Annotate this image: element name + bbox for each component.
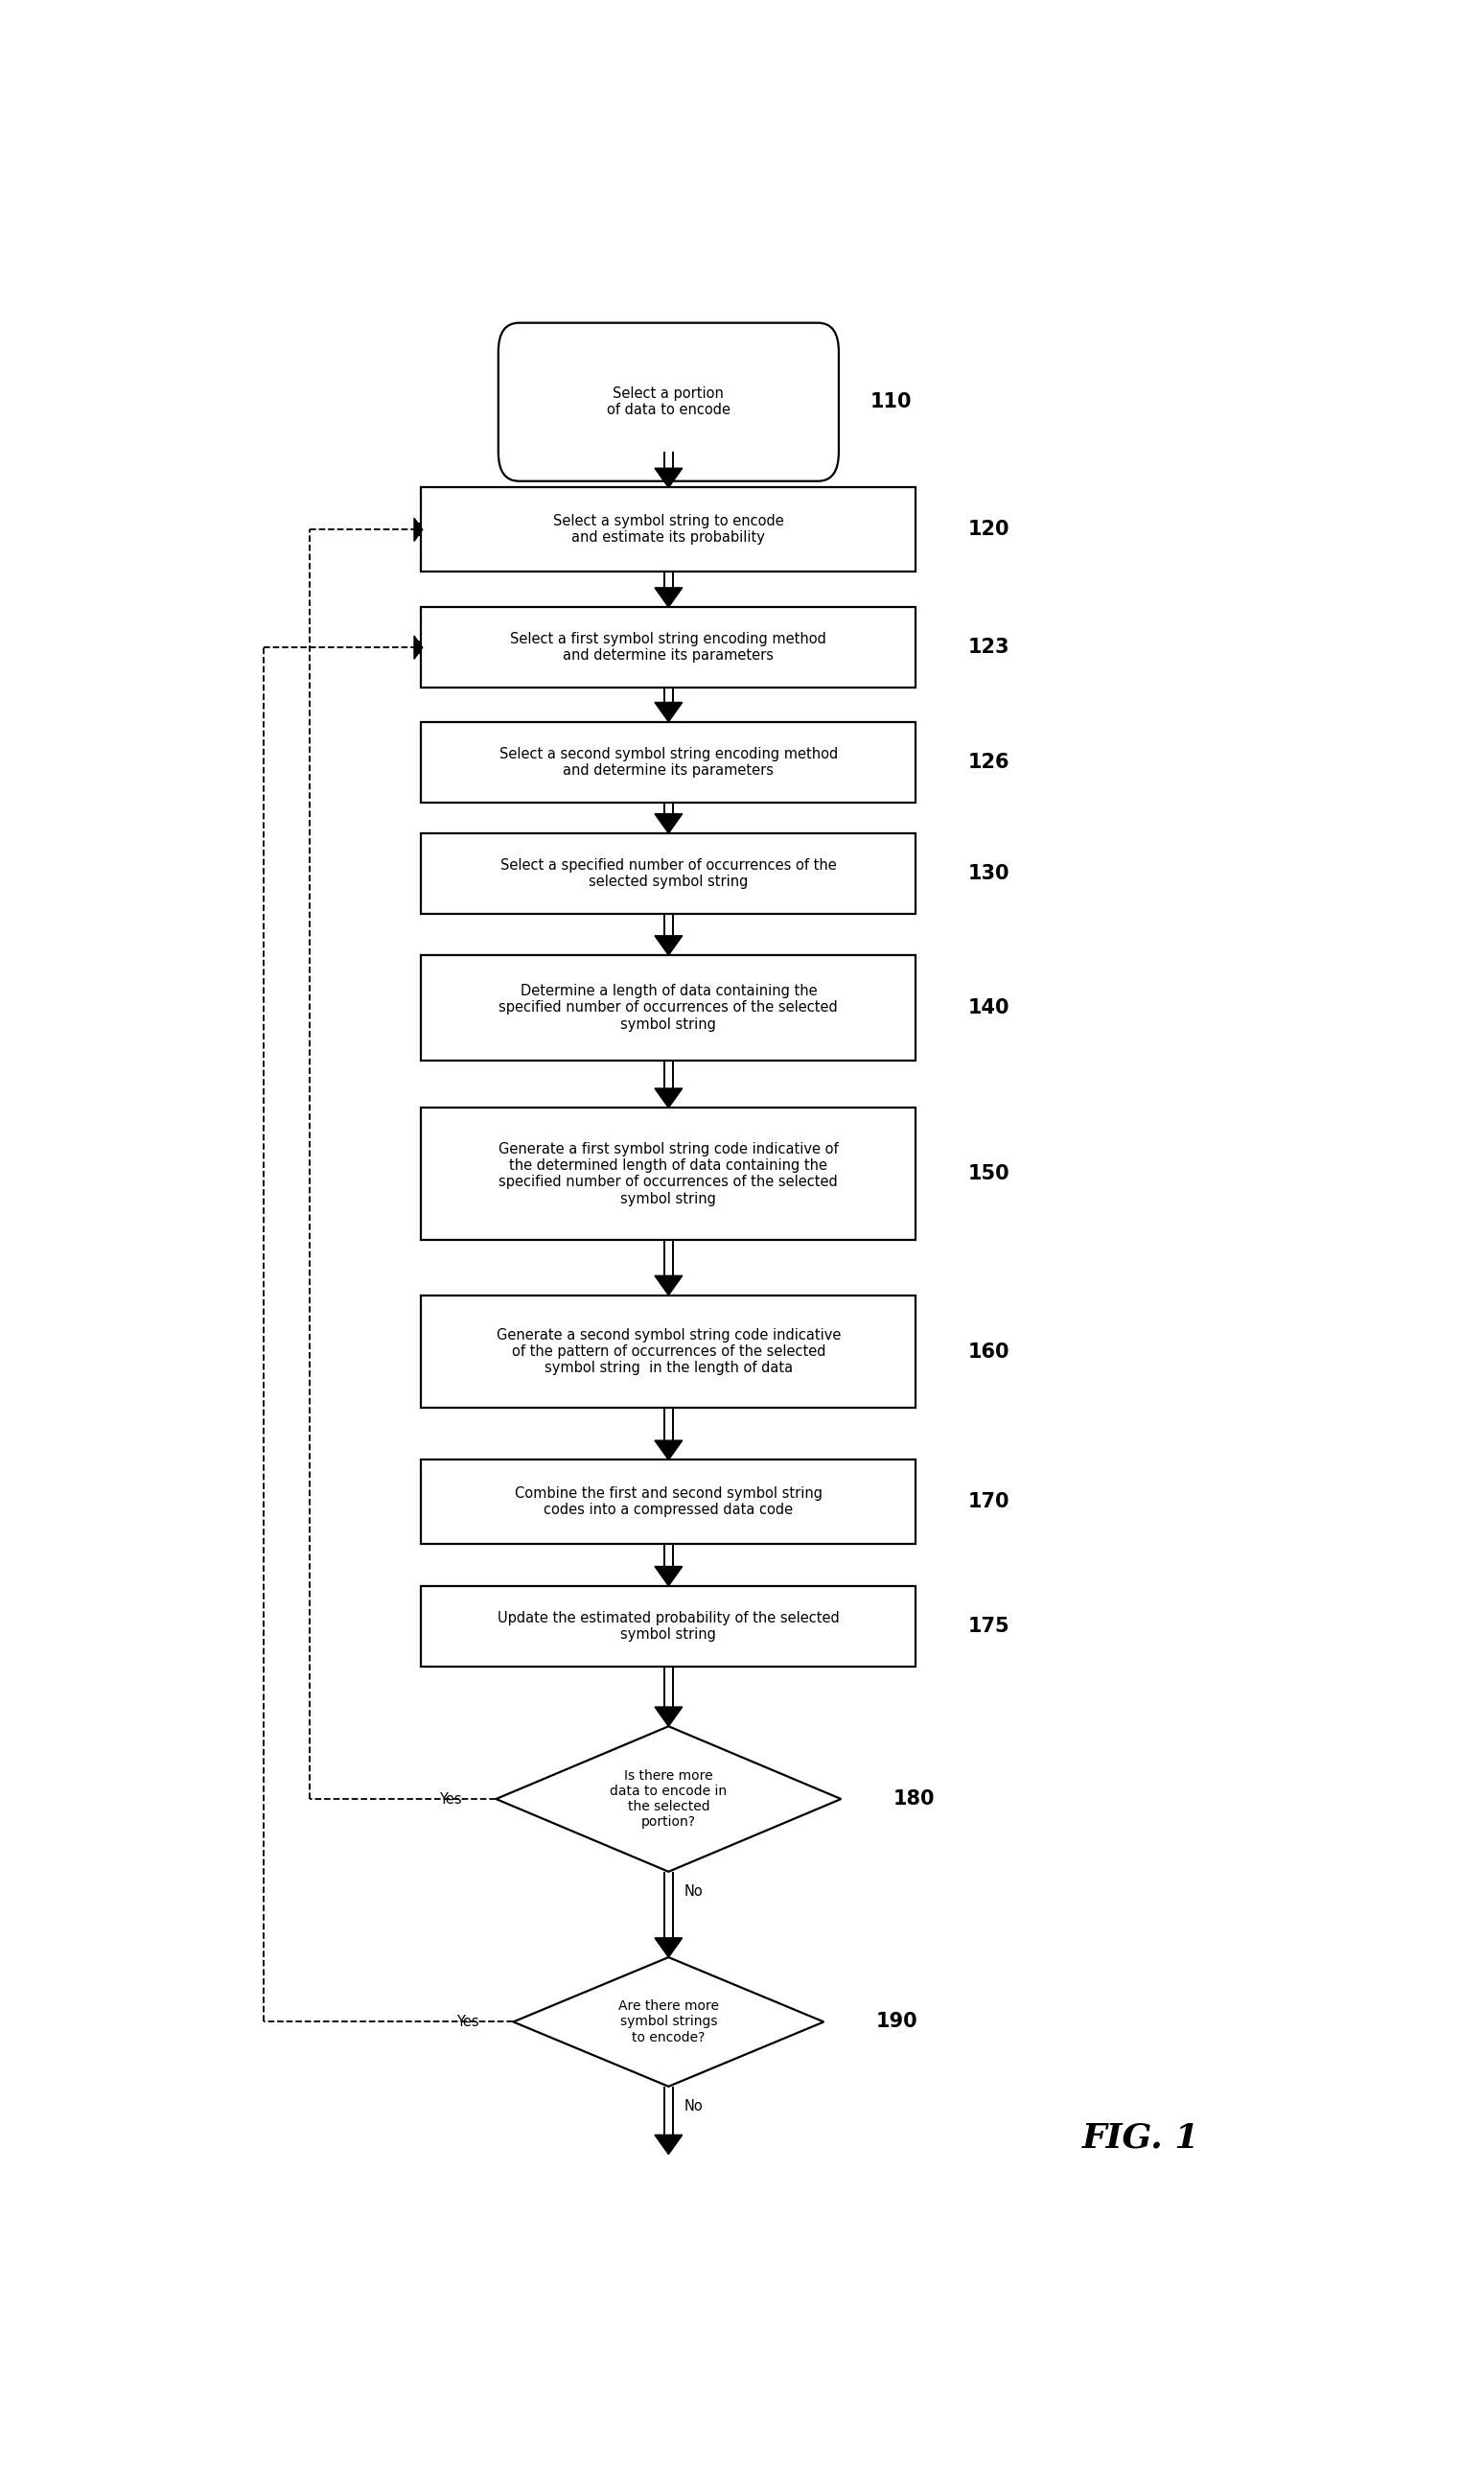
Polygon shape [654, 1275, 683, 1294]
Text: Select a portion
of data to encode: Select a portion of data to encode [607, 386, 730, 418]
Text: Update the estimated probability of the selected
symbol string: Update the estimated probability of the … [497, 1611, 840, 1641]
Bar [421, 488, 916, 572]
Bar [421, 955, 916, 1059]
Bar [421, 1109, 916, 1240]
Text: Is there more
data to encode in
the selected
portion?: Is there more data to encode in the sele… [610, 1770, 727, 1829]
Polygon shape [414, 636, 423, 658]
Text: Select a first symbol string encoding method
and determine its parameters: Select a first symbol string encoding me… [510, 631, 827, 663]
Text: 150: 150 [968, 1163, 1009, 1183]
Text: 180: 180 [893, 1789, 935, 1809]
Text: Select a specified number of occurrences of the
selected symbol string: Select a specified number of occurrences… [500, 859, 837, 889]
Text: Yes: Yes [439, 1792, 462, 1807]
Text: 160: 160 [968, 1341, 1009, 1361]
Polygon shape [654, 1708, 683, 1728]
Polygon shape [496, 1728, 841, 1871]
Text: FIG. 1: FIG. 1 [1083, 2121, 1201, 2153]
Text: Select a second symbol string encoding method
and determine its parameters: Select a second symbol string encoding m… [499, 747, 838, 777]
Bar [421, 1294, 916, 1408]
Polygon shape [654, 1567, 683, 1586]
Text: No: No [684, 1883, 703, 1898]
Polygon shape [654, 703, 683, 723]
Text: Generate a second symbol string code indicative
of the pattern of occurrences of: Generate a second symbol string code ind… [496, 1327, 841, 1376]
Polygon shape [414, 517, 423, 542]
Text: Combine the first and second symbol string
codes into a compressed data code: Combine the first and second symbol stri… [515, 1487, 822, 1517]
Text: Yes: Yes [456, 2015, 479, 2029]
Bar [421, 1460, 916, 1544]
Text: 140: 140 [968, 997, 1009, 1017]
Text: 126: 126 [968, 752, 1009, 772]
Text: Are there more
symbol strings
to encode?: Are there more symbol strings to encode? [619, 2000, 718, 2044]
Text: 123: 123 [968, 639, 1009, 656]
Polygon shape [654, 1938, 683, 1958]
Text: No: No [684, 2099, 703, 2114]
Text: Generate a first symbol string code indicative of
the determined length of data : Generate a first symbol string code indi… [499, 1141, 838, 1205]
Polygon shape [654, 936, 683, 955]
Polygon shape [654, 468, 683, 488]
Bar [421, 1586, 916, 1666]
Polygon shape [654, 814, 683, 834]
Polygon shape [654, 2136, 683, 2153]
Polygon shape [654, 1440, 683, 1460]
Text: 130: 130 [968, 864, 1009, 884]
Polygon shape [513, 1958, 824, 2086]
Text: Determine a length of data containing the
specified number of occurrences of the: Determine a length of data containing th… [499, 983, 838, 1032]
Bar [421, 723, 916, 802]
Polygon shape [654, 1089, 683, 1109]
Text: 170: 170 [968, 1492, 1009, 1512]
Text: 110: 110 [870, 394, 911, 411]
Text: 120: 120 [968, 520, 1009, 540]
Text: Select a symbol string to encode
and estimate its probability: Select a symbol string to encode and est… [554, 515, 784, 544]
Text: 190: 190 [876, 2012, 917, 2032]
Bar [421, 606, 916, 688]
Text: 175: 175 [968, 1616, 1009, 1636]
FancyBboxPatch shape [499, 322, 838, 480]
Bar [421, 834, 916, 913]
Polygon shape [654, 587, 683, 606]
